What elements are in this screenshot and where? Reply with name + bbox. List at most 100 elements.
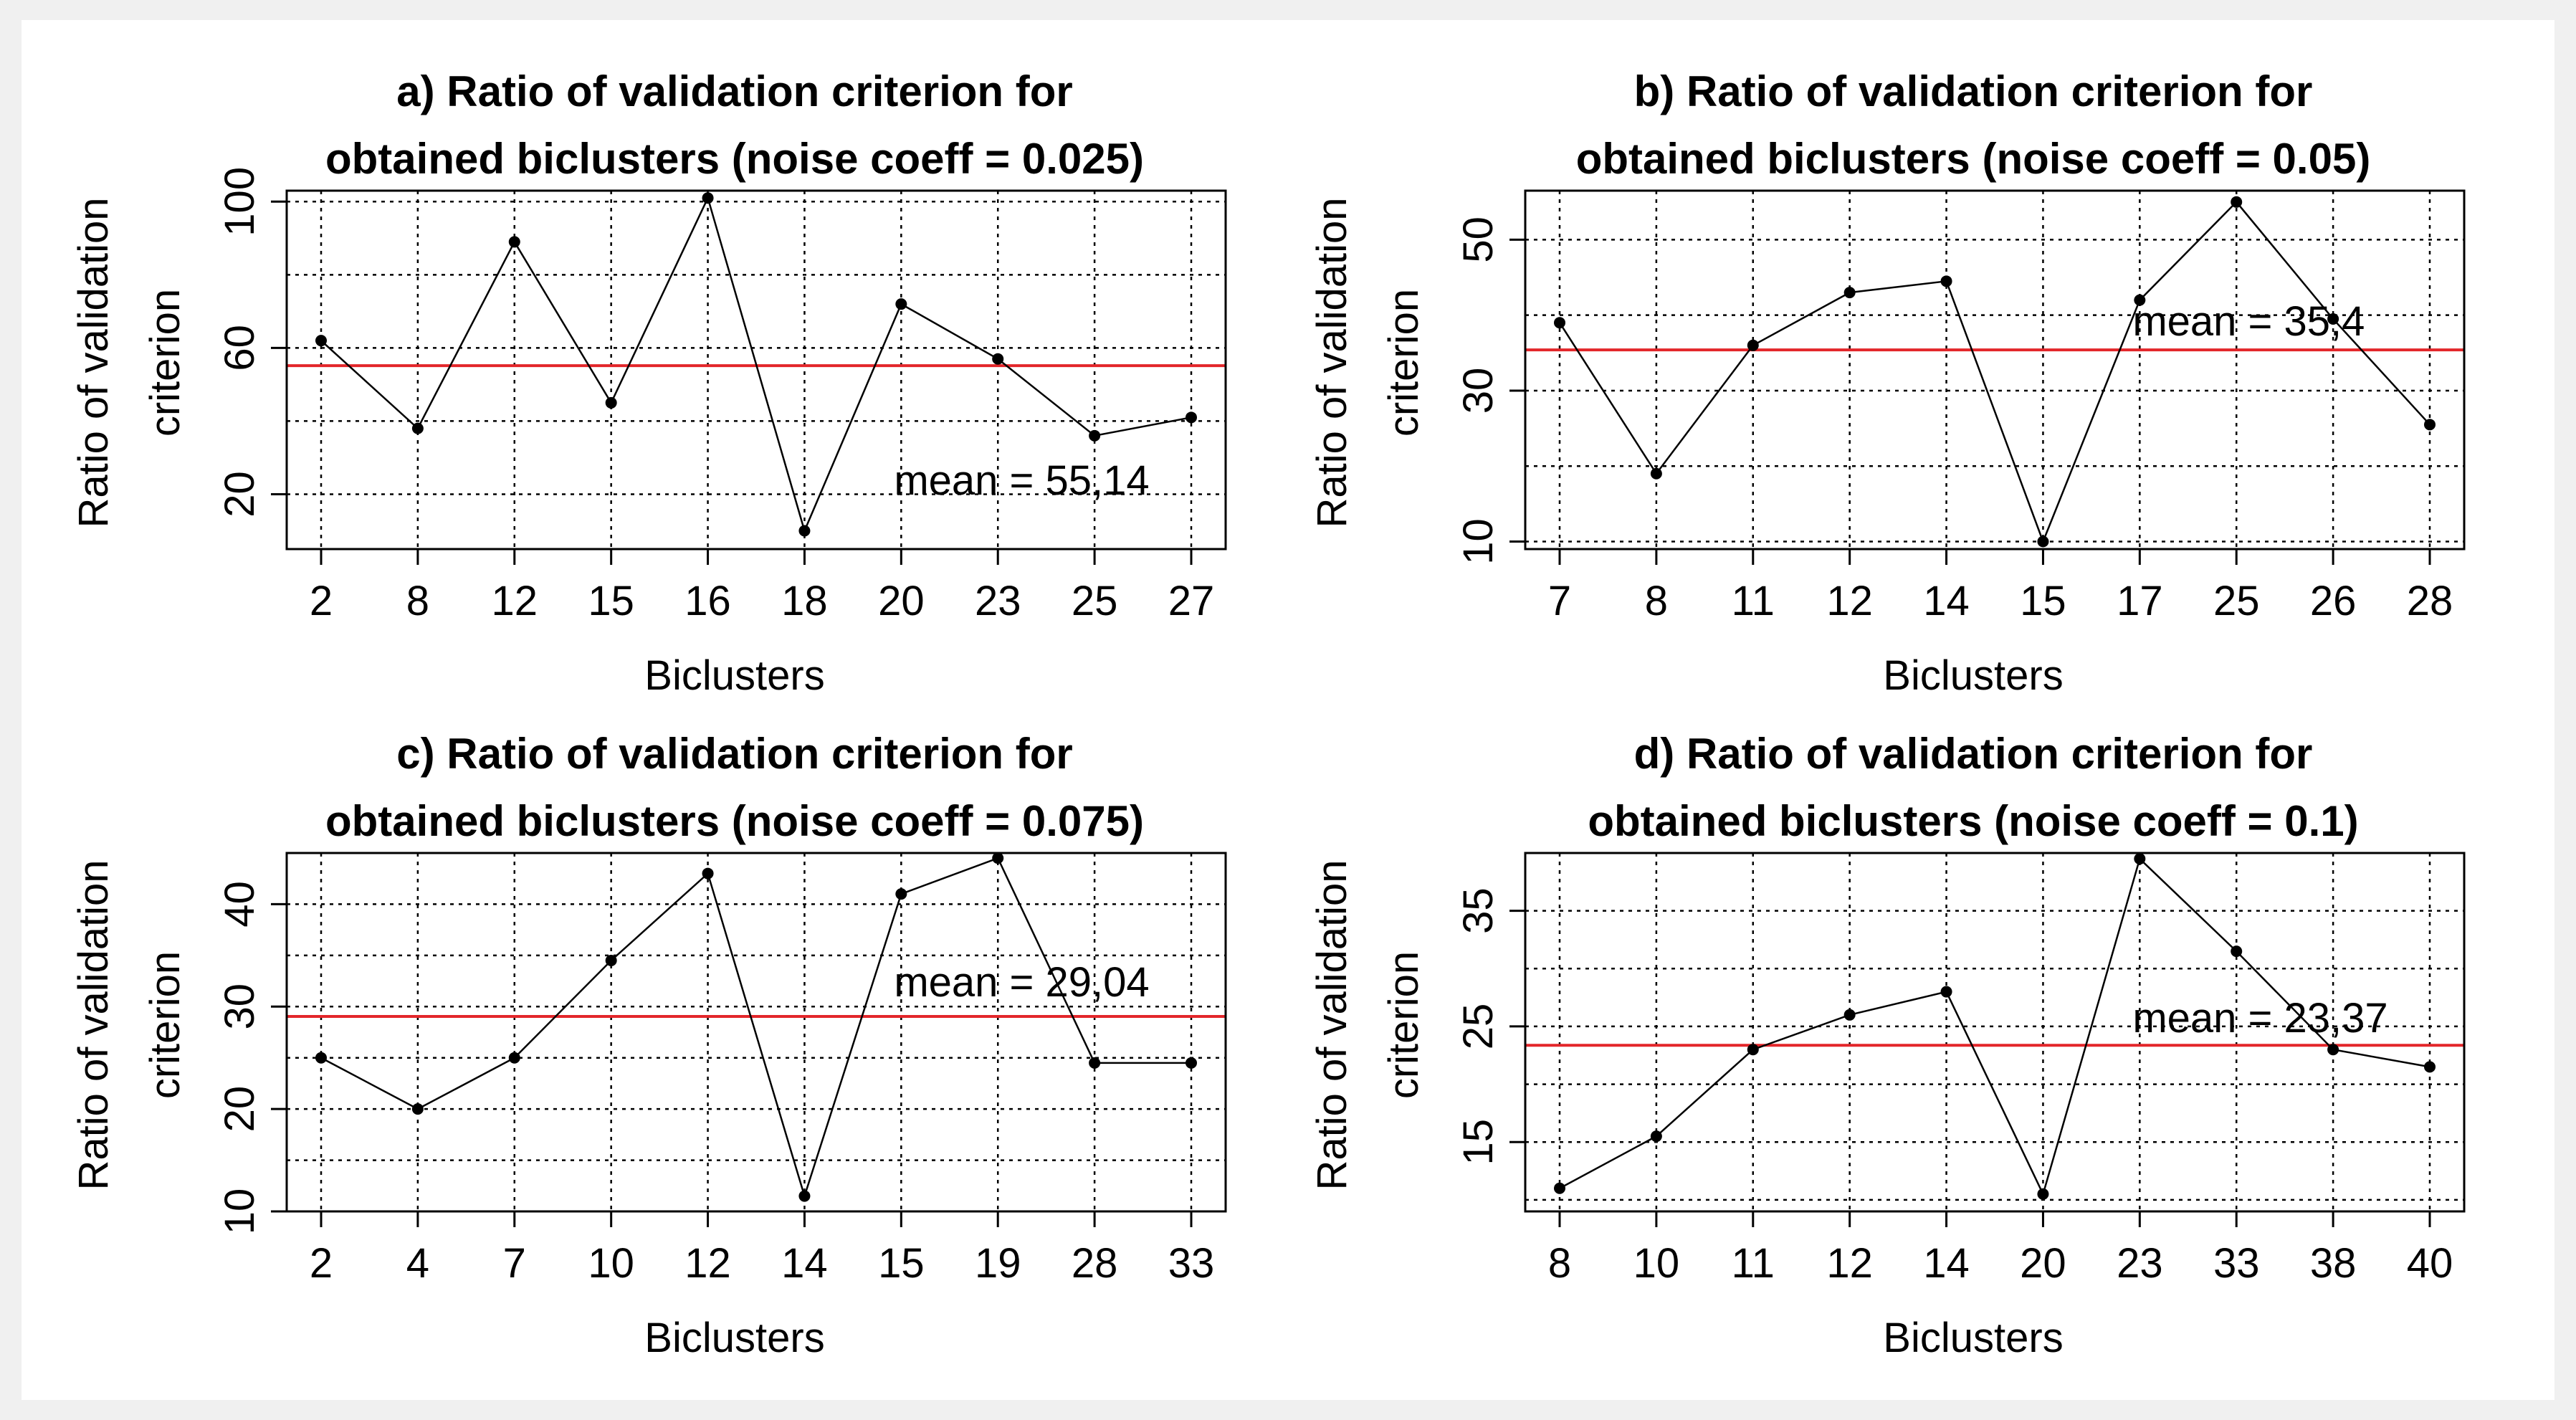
data-point [1843,1009,1856,1021]
data-point [2327,1044,2339,1056]
x-tick-label: 26 [2310,578,2357,624]
x-tick-label: 20 [878,578,925,624]
x-tick-label: 40 [2407,1240,2453,1287]
figure: a) Ratio of validation criterion for obta… [22,20,2554,1400]
chart-title-line1: b) Ratio of validation criterion for [1634,67,2313,115]
data-point [605,396,617,409]
chart-title-line1: a) Ratio of validation criterion for [396,67,1072,115]
y-axis-label-line2: criterion [1380,289,1427,437]
y-tick-label: 20 [216,1086,263,1133]
y-tick-label: 30 [1455,368,1502,414]
x-tick-label: 14 [1923,1240,1970,1287]
mean-label: mean = 35,4 [2132,298,2365,345]
y-axis-label-line1: Ratio of validation [1309,859,1355,1190]
data-point [2231,196,2243,208]
x-tick-label: 23 [2117,1240,2163,1287]
chart-title-line2: obtained biclusters (noise coeff = 0.05) [1576,135,2371,183]
y-tick-label: 10 [1455,518,1502,565]
data-point [411,1103,424,1115]
y-tick-label: 40 [216,881,263,928]
mean-label: mean = 23,37 [2132,995,2387,1042]
data-point [315,335,327,347]
y-tick-label: 60 [216,325,263,371]
y-tick-label: 25 [1455,1004,1502,1050]
y-axis-label-line2: criterion [142,289,189,437]
data-point [798,525,811,537]
data-point [2134,853,2146,865]
x-tick-label: 8 [1548,1240,1571,1287]
data-point [895,888,907,900]
x-tick-label: 23 [975,578,1021,624]
data-point [1940,986,1952,998]
x-tick-label: 25 [2213,578,2260,624]
x-tick-label: 20 [2020,1240,2066,1287]
data-point [1089,429,1101,442]
mean-label: mean = 29,04 [894,959,1149,1006]
data-point [1186,1057,1197,1069]
data-point [1747,1044,1759,1056]
x-tick-label: 19 [975,1240,1021,1287]
series-line [1559,857,2430,1197]
x-tick-label: 11 [1732,1240,1775,1287]
x-axis-label: Biclusters [644,652,824,699]
data-point [605,955,617,966]
x-tick-label: 28 [1072,1240,1118,1287]
x-tick-label: 27 [1168,578,1215,624]
series-line [320,857,1191,1199]
y-axis-label-line2: criterion [142,951,189,1099]
plot-frame [1524,852,2466,1213]
plot-frame [285,189,1227,551]
x-axis-label: Biclusters [1883,1315,2063,1361]
x-tick-label: 8 [406,578,429,624]
x-tick-label: 25 [1072,578,1118,624]
data-point [2424,1061,2436,1073]
x-tick-label: 15 [2020,578,2066,624]
data-point [1554,317,1565,329]
data-point [895,298,907,310]
x-tick-label: 12 [684,1240,731,1287]
panel-d: d) Ratio of validation criterion for obta… [1309,730,2466,1361]
data-point [798,1190,811,1202]
x-tick-label: 11 [1732,578,1775,624]
data-point [2134,294,2146,306]
data-point [1650,1130,1662,1143]
x-tick-label: 2 [310,1240,333,1287]
y-axis-label-line2: criterion [1380,951,1427,1099]
x-tick-label: 17 [2117,578,2163,624]
data-point [508,236,520,248]
data-point [1186,411,1197,424]
x-tick-label: 10 [1633,1240,1680,1287]
chart-title-line2: obtained biclusters (noise coeff = 0.075… [325,797,1144,845]
plot-frame [1524,189,2466,551]
x-tick-label: 4 [406,1240,429,1287]
data-point [315,1052,327,1064]
panel-c: c) Ratio of validation criterion for obta… [70,730,1227,1361]
data-point [411,422,424,434]
data-point [1554,1182,1565,1194]
y-tick-label: 30 [216,983,263,1030]
y-axis-label-line1: Ratio of validation [1309,197,1355,528]
data-point [702,192,714,204]
x-tick-label: 15 [588,578,634,624]
x-tick-label: 33 [2213,1240,2260,1287]
x-tick-label: 12 [492,578,538,624]
y-tick-label: 10 [216,1188,263,1235]
y-tick-label: 35 [1455,887,1502,934]
x-tick-label: 7 [1548,578,1571,624]
x-tick-label: 12 [1826,1240,1873,1287]
data-point [2231,945,2243,958]
data-point [992,852,1004,864]
x-tick-label: 7 [503,1240,526,1287]
y-tick-label: 15 [1455,1119,1502,1166]
chart-title-line1: c) Ratio of validation criterion for [396,730,1072,778]
chart-title-line1: d) Ratio of validation criterion for [1634,730,2313,778]
series-line [1558,200,2430,544]
x-axis-label: Biclusters [644,1315,824,1361]
series-line [320,195,1192,534]
chart-title-line2: obtained biclusters (noise coeff = 0.1) [1588,797,2358,845]
data-point [1843,287,1856,299]
panel-b: b) Ratio of validation criterion for obta… [1309,67,2466,699]
plot-frame [285,852,1227,1213]
y-tick-label: 100 [216,167,263,237]
data-point [2327,313,2339,325]
